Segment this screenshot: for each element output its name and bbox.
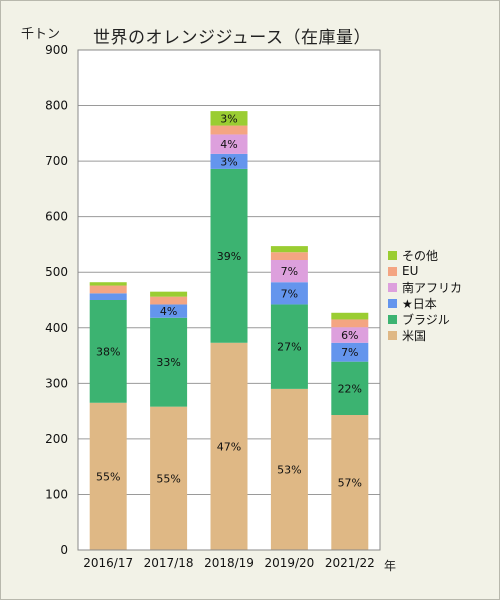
y-tick-label: 800 [45, 99, 68, 113]
bar-data-label: 3% [220, 155, 237, 168]
bar-data-label: 38% [96, 345, 120, 358]
y-tick-label: 300 [45, 376, 68, 390]
bar-segment [150, 296, 188, 305]
y-tick-label: 400 [45, 321, 68, 335]
bar-data-label: 55% [156, 472, 180, 485]
legend-item: その他 [388, 247, 462, 263]
bar-data-label: 4% [220, 138, 237, 151]
bar-data-label: 22% [338, 382, 362, 395]
bar-segment [210, 125, 248, 135]
y-tick-label: 700 [45, 154, 68, 168]
y-tick-label: 100 [45, 487, 68, 501]
chart-title: 世界のオレンジジュース（在庫量） [93, 28, 371, 48]
legend-item: ★日本 [388, 295, 462, 311]
legend-item: 南アフリカ [388, 279, 462, 295]
bar-segment [270, 282, 308, 305]
bar-data-label: 7% [341, 346, 358, 359]
legend-swatch [388, 298, 397, 308]
bar-segment [150, 304, 188, 318]
bar-data-label: 33% [156, 356, 180, 369]
bar-data-label: 55% [96, 470, 120, 483]
legend-label: その他 [402, 248, 439, 263]
bar-segment [210, 111, 248, 126]
bar-segment [270, 246, 308, 253]
legend-label: 米国 [402, 328, 427, 343]
bar-data-label: 57% [338, 477, 362, 490]
y-tick-label: 900 [45, 43, 68, 57]
legend-swatch [388, 250, 397, 260]
y-tick-label: 500 [45, 265, 68, 279]
legend-label: 南アフリカ [402, 280, 463, 295]
bar-segment [150, 291, 188, 297]
bar-segment [270, 252, 308, 260]
legend-swatch [388, 266, 397, 276]
bar-data-label: 4% [160, 305, 177, 318]
legend-label: ブラジル [402, 312, 450, 327]
y-tick-label: 0 [60, 543, 68, 557]
bar-segment [331, 415, 369, 550]
x-tick-label: 2021/22 [325, 556, 375, 570]
bar-segment [150, 317, 188, 407]
y-tick-label: 200 [45, 432, 68, 446]
legend-item: 米国 [388, 327, 462, 343]
legend-label: ★日本 [402, 296, 437, 311]
bar-segment [89, 293, 127, 300]
x-axis-unit: 年 [384, 559, 397, 573]
x-tick-label: 2016/17 [83, 556, 133, 570]
y-tick-label: 600 [45, 210, 68, 224]
bar-data-label: 6% [341, 329, 358, 342]
bar-data-label: 7% [281, 287, 298, 300]
legend-label: EU [402, 264, 419, 278]
chart-legend: その他 EU 南アフリカ ★日本 ブラジル 米国 [388, 247, 462, 343]
bar-data-label: 47% [217, 440, 241, 453]
bar-segment [150, 406, 188, 550]
bar-segment [270, 260, 308, 283]
bar-segment [89, 285, 127, 294]
bar-segment [89, 300, 127, 403]
x-tick-label: 2017/18 [144, 556, 194, 570]
bar-segment [210, 342, 248, 550]
bar-data-label: 7% [281, 265, 298, 278]
legend-swatch [388, 314, 397, 324]
legend-swatch [388, 330, 397, 340]
legend-item: EU [388, 263, 462, 279]
x-tick-label: 2019/20 [264, 556, 314, 570]
bar-segment [331, 361, 369, 415]
bar-segment [89, 402, 127, 550]
bar-segment [331, 327, 369, 343]
legend-swatch [388, 282, 397, 292]
bar-data-label: 3% [220, 112, 237, 125]
bar-data-label: 27% [277, 341, 301, 354]
bar-segment [89, 282, 127, 286]
bar-segment [210, 153, 248, 169]
bar-segment [210, 168, 248, 343]
bar-segment [331, 342, 369, 362]
bar-segment [270, 304, 308, 389]
legend-item: ブラジル [388, 311, 462, 327]
x-tick-label: 2018/19 [204, 556, 254, 570]
bar-segment [270, 388, 308, 550]
bar-segment [331, 312, 369, 320]
bar-data-label: 39% [217, 250, 241, 263]
bar-segment [210, 134, 248, 154]
bar-data-label: 53% [277, 463, 301, 476]
bar-segment [331, 319, 369, 328]
y-axis-unit: 千トン [21, 27, 61, 42]
plot-border [77, 49, 381, 551]
